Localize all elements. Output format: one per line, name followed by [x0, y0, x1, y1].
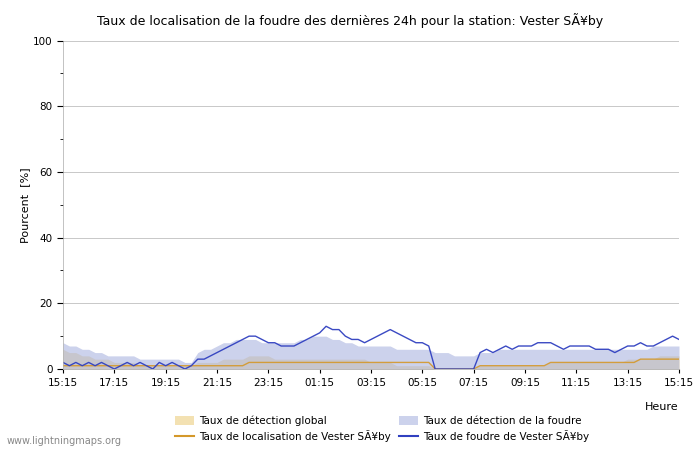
Text: www.lightningmaps.org: www.lightningmaps.org [7, 436, 122, 446]
Text: Heure: Heure [645, 402, 679, 412]
Text: Taux de localisation de la foudre des dernières 24h pour la station: Vester SÃ¥b: Taux de localisation de la foudre des de… [97, 14, 603, 28]
Legend: Taux de détection global, Taux de localisation de Vester SÃ¥by, Taux de détectio: Taux de détection global, Taux de locali… [173, 414, 592, 444]
Y-axis label: Pourcent  [%]: Pourcent [%] [20, 167, 30, 243]
